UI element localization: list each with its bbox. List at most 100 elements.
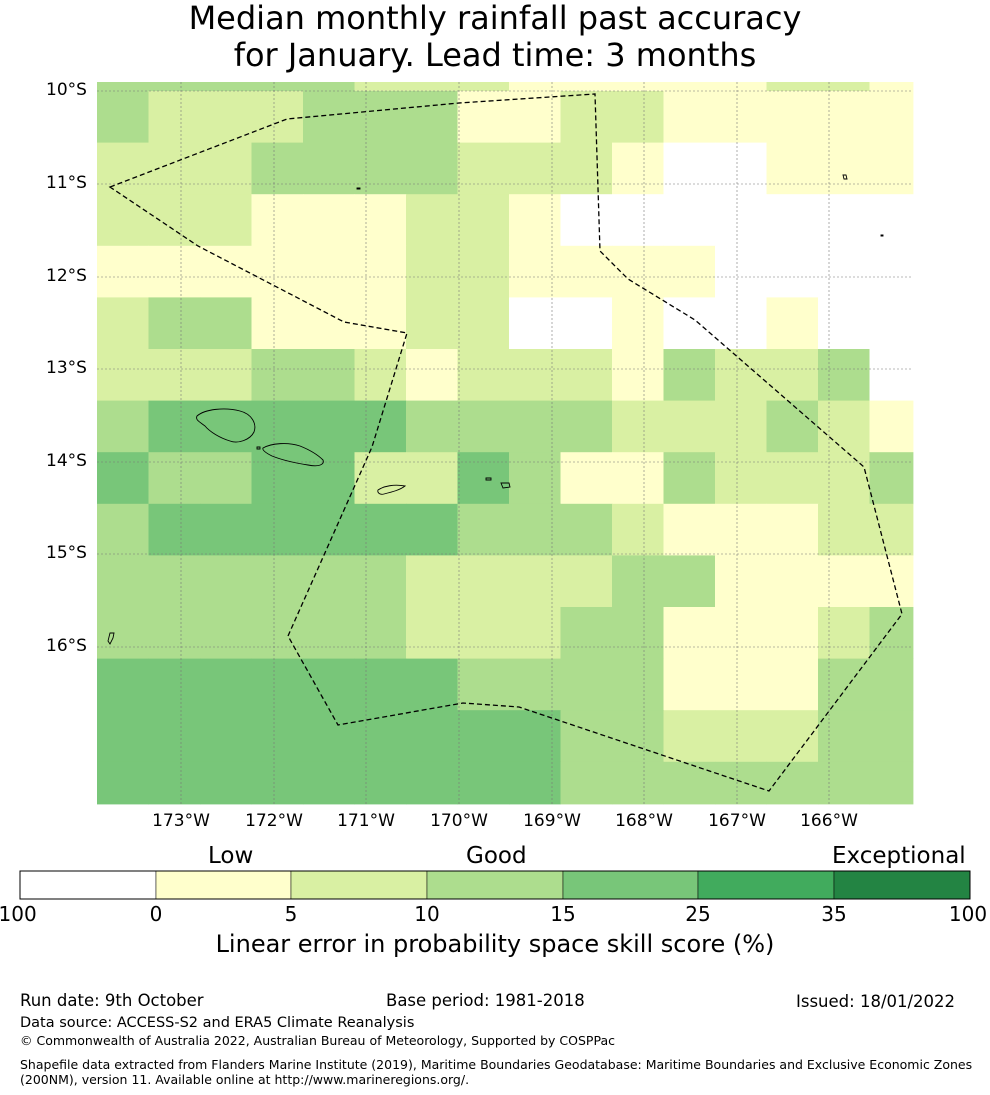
skill-cell (406, 142, 458, 195)
island-wallis (107, 632, 115, 645)
colorbar-tick-label: 100 (948, 902, 988, 926)
colorbar-tick-label: 35 (821, 902, 847, 926)
colorbar-category-low: Low (208, 843, 254, 869)
skill-cell (766, 400, 819, 453)
skill-cell (457, 245, 510, 298)
skill-cell (406, 91, 458, 143)
skill-cell (612, 194, 664, 247)
island-savaii (196, 408, 256, 443)
skill-cell (612, 607, 664, 659)
skill-cell (612, 503, 664, 556)
skill-cell (766, 349, 819, 401)
skill-cell (457, 400, 510, 453)
skill-cell (663, 503, 716, 556)
lon-label-166w: 166°W (800, 811, 858, 831)
skill-grid (97, 82, 914, 805)
colorbar-tick-label: 10 (414, 902, 440, 926)
skill-cell (560, 297, 613, 350)
skill-cell (663, 142, 716, 195)
skill-cell (303, 194, 355, 247)
skill-cell (303, 245, 355, 298)
lon-label-169w: 169°W (523, 811, 581, 831)
skill-cell (869, 710, 914, 763)
skill-cell (509, 82, 561, 92)
base-period: Base period: 1981-2018 (386, 991, 585, 1010)
skill-cell (148, 761, 201, 805)
skill-cell (560, 503, 613, 556)
skill-cell (766, 503, 819, 556)
skill-cell (715, 297, 767, 350)
skill-cell (148, 658, 201, 711)
skill-cell (509, 245, 561, 298)
skill-cell (200, 607, 252, 659)
skill-cell (303, 142, 355, 195)
skill-cell (715, 710, 767, 763)
skill-cell (406, 761, 458, 805)
skill-cell (303, 400, 355, 453)
skill-cell (354, 452, 407, 505)
skill-cell (457, 607, 510, 659)
skill-cell (457, 349, 510, 401)
skill-cell (97, 91, 149, 143)
skill-cell (200, 452, 252, 505)
colorbar-segment (833, 870, 971, 900)
skill-cell (766, 245, 819, 298)
skill-cell (509, 607, 561, 659)
colorbar-segment (562, 870, 699, 900)
skill-cell (148, 194, 201, 247)
skill-cell (766, 710, 819, 763)
skill-cell (560, 245, 613, 298)
island-tutuila (377, 484, 407, 495)
skill-cell (200, 82, 252, 92)
skill-cell (869, 297, 914, 350)
skill-cell (97, 658, 149, 711)
skill-cell (303, 555, 355, 608)
skill-cell (200, 297, 252, 350)
skill-cell (303, 297, 355, 350)
skill-cell (354, 297, 407, 350)
skill-cell (97, 245, 149, 298)
skill-cell (200, 91, 252, 143)
skill-cell (406, 297, 458, 350)
skill-cell (457, 710, 510, 763)
skill-cell (612, 452, 664, 505)
skill-cell (251, 91, 304, 143)
skill-cell (406, 194, 458, 247)
skill-cell (612, 82, 664, 92)
skill-cell (818, 710, 870, 763)
skill-cell (200, 349, 252, 401)
skill-cell (303, 761, 355, 805)
lat-label-12s: 12°S (46, 266, 87, 286)
skill-cell (560, 82, 613, 92)
skill-cell (818, 607, 870, 659)
skill-cell (148, 555, 201, 608)
skill-cell (97, 297, 149, 350)
skill-cell (663, 710, 716, 763)
skill-cell (148, 245, 201, 298)
skill-cell (200, 400, 252, 453)
skill-cell (354, 82, 407, 92)
skill-cell (97, 607, 149, 659)
skill-cell (148, 400, 201, 453)
skill-cell (251, 658, 304, 711)
skill-cell (766, 194, 819, 247)
skill-cell (869, 658, 914, 711)
skill-cell (251, 607, 304, 659)
skill-cell (251, 297, 304, 350)
skill-cell (869, 503, 914, 556)
skill-cell (663, 194, 716, 247)
skill-cell (200, 710, 252, 763)
skill-cell (663, 400, 716, 453)
skill-cell (509, 194, 561, 247)
skill-cell (251, 349, 304, 401)
skill-cell (457, 658, 510, 711)
skill-cell (354, 658, 407, 711)
shapefile-credit-line-1: Shapefile data extracted from Flanders M… (20, 1057, 973, 1072)
skill-cell (200, 503, 252, 556)
lon-label-168w: 168°W (615, 811, 673, 831)
skill-cell (818, 555, 870, 608)
skill-cell (97, 400, 149, 453)
eez-boundary (108, 93, 903, 792)
colorbar-segment (697, 870, 835, 900)
